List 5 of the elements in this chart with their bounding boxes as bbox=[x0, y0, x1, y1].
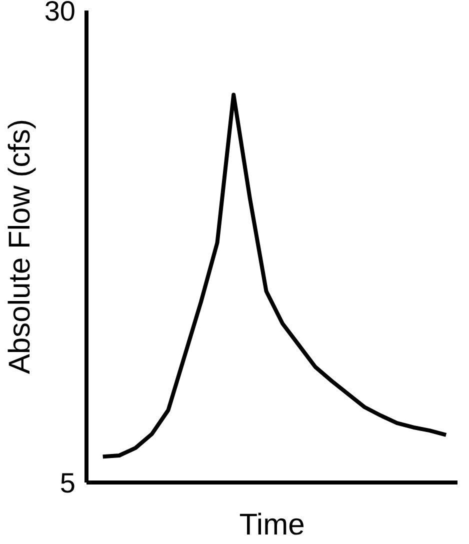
y-tick-label: 5 bbox=[60, 468, 76, 498]
line-series bbox=[100, 92, 448, 459]
y-tick-label: 30 bbox=[44, 0, 76, 26]
x-axis-title: Time bbox=[239, 508, 305, 542]
y-axis-title: Absolute Flow (cfs) bbox=[3, 118, 36, 374]
